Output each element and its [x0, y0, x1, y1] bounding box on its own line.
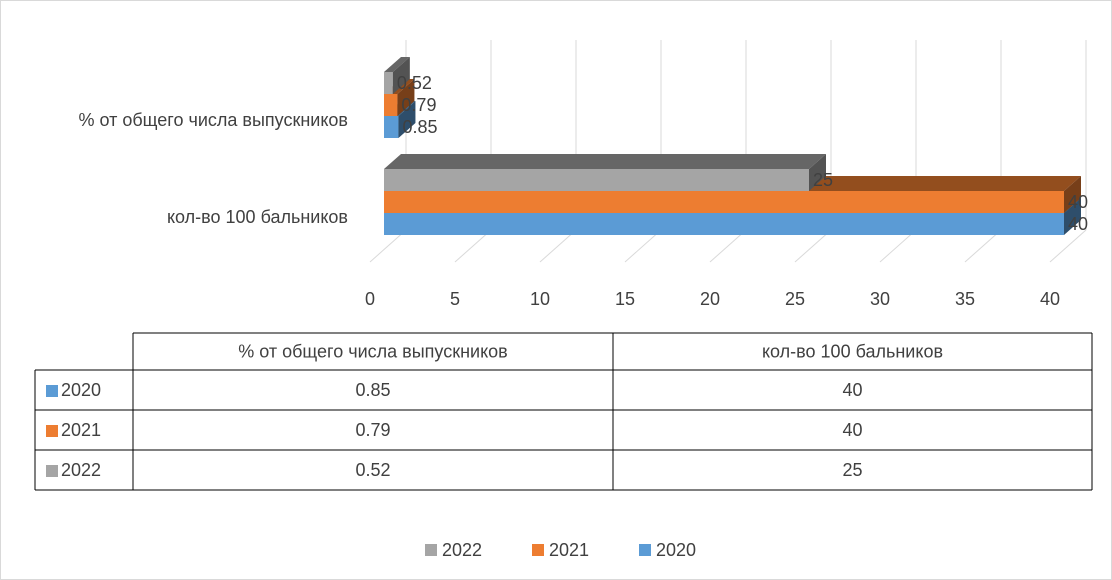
bar-side: [1064, 176, 1081, 213]
data-label: 40: [1068, 192, 1088, 212]
x-tick-label: 40: [1040, 289, 1060, 309]
grid-line: [369, 229, 407, 263]
table-cell: 40: [842, 420, 862, 440]
bar: [384, 94, 398, 116]
grid-line: [879, 229, 917, 263]
table-row-label: 2021: [61, 420, 101, 440]
bar: [384, 169, 809, 191]
bar: [384, 72, 393, 94]
data-label: 0.79: [401, 95, 436, 115]
table-legend-key: [46, 385, 58, 397]
grid-line: [964, 229, 1002, 263]
x-tick-label: 30: [870, 289, 890, 309]
grid-line: [624, 229, 662, 263]
x-tick-label: 20: [700, 289, 720, 309]
bar-side: [809, 154, 826, 191]
bar-top: [384, 57, 410, 72]
legend-label: 2020: [656, 540, 696, 560]
table-cell: 40: [842, 380, 862, 400]
grid-line: [794, 229, 832, 263]
grid-line: [539, 229, 577, 263]
table-legend-key: [46, 425, 58, 437]
category-label: кол-во 100 бальников: [167, 207, 348, 227]
bar: [384, 116, 399, 138]
grid-line: [454, 229, 492, 263]
table-header: % от общего числа выпускников: [238, 341, 508, 361]
bar-side: [397, 79, 415, 116]
data-label: 0.52: [397, 73, 432, 93]
x-tick-label: 5: [450, 289, 460, 309]
bar: [384, 191, 1064, 213]
data-label: 25: [813, 170, 833, 190]
table-cell: 0.79: [355, 420, 390, 440]
bar-side: [1064, 198, 1081, 235]
grid-line: [1049, 229, 1087, 263]
data-label: 40: [1068, 214, 1088, 234]
legend-label: 2021: [549, 540, 589, 560]
bar-top: [384, 154, 826, 169]
table-row-label: 2022: [61, 460, 101, 480]
table-cell: 25: [842, 460, 862, 480]
table-cell: 0.85: [355, 380, 390, 400]
table-row-label: 2020: [61, 380, 101, 400]
legend-swatch: [425, 544, 437, 556]
x-tick-label: 35: [955, 289, 975, 309]
x-tick-label: 10: [530, 289, 550, 309]
bar-side: [398, 101, 416, 138]
x-tick-label: 25: [785, 289, 805, 309]
table-cell: 0.52: [355, 460, 390, 480]
table-header: кол-во 100 бальников: [762, 341, 943, 361]
legend-swatch: [532, 544, 544, 556]
table-legend-key: [46, 465, 58, 477]
bar: [384, 213, 1064, 235]
category-label: % от общего числа выпускников: [79, 110, 349, 130]
grid-line: [709, 229, 747, 263]
x-tick-label: 0: [365, 289, 375, 309]
bar-side: [392, 57, 410, 94]
legend-swatch: [639, 544, 651, 556]
data-label: 0.85: [402, 117, 437, 137]
legend-label: 2022: [442, 540, 482, 560]
x-tick-label: 15: [615, 289, 635, 309]
